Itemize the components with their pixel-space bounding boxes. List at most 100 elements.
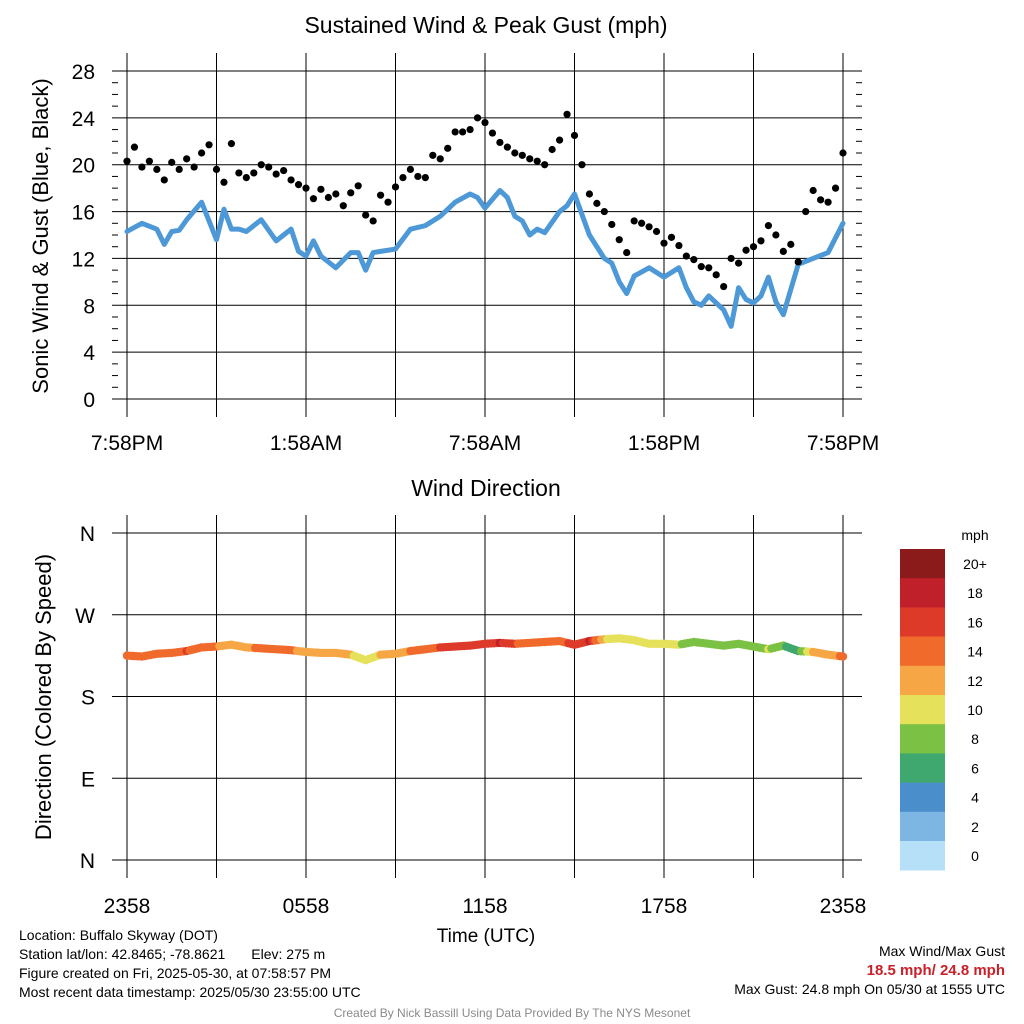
peak-gust-point bbox=[280, 166, 288, 175]
peak-gust-point bbox=[593, 199, 601, 207]
peak-gust-point bbox=[145, 157, 153, 165]
peak-gust-point bbox=[399, 174, 407, 182]
colorbar-label: 4 bbox=[971, 790, 979, 806]
peak-gust-point bbox=[645, 223, 653, 231]
peak-gust-point bbox=[488, 129, 497, 137]
peak-gust-point bbox=[600, 207, 608, 216]
wind-speed-x-tick-label: 7:58PM bbox=[807, 432, 879, 455]
peak-gust-point bbox=[168, 158, 176, 166]
peak-gust-point bbox=[705, 264, 713, 272]
peak-gust-point bbox=[772, 231, 780, 239]
peak-gust-point bbox=[227, 140, 236, 148]
peak-gust-point bbox=[451, 128, 459, 136]
credit-line: Created By Nick Bassill Using Data Provi… bbox=[333, 1006, 691, 1020]
colorbar-swatch bbox=[900, 695, 945, 725]
peak-gust-point bbox=[294, 181, 303, 189]
sustained-wind-line bbox=[124, 187, 846, 329]
colorbar-label: 20+ bbox=[963, 556, 987, 572]
wind-direction-x-tick-label: 2358 bbox=[104, 895, 151, 918]
peak-gust-point bbox=[585, 190, 594, 198]
wind-speed-y-tick-label: 8 bbox=[83, 295, 95, 318]
colorbar-label: 0 bbox=[971, 848, 979, 864]
peak-gust-point bbox=[720, 282, 728, 291]
peak-gust-point bbox=[376, 191, 385, 199]
wind-direction-x-tick-label: 2358 bbox=[820, 895, 867, 918]
peak-gust-point bbox=[436, 155, 444, 163]
peak-gust-point bbox=[324, 193, 332, 202]
peak-gust-point bbox=[220, 178, 228, 186]
colorbar-swatch bbox=[900, 811, 945, 842]
wind-speed-y-label: Sonic Wind & Gust (Blue, Black) bbox=[28, 78, 53, 393]
recent-data-timestamp: Most recent data timestamp: 2025/05/30 2… bbox=[19, 984, 361, 1000]
peak-gust-point bbox=[541, 161, 549, 169]
wind-direction-point bbox=[838, 652, 848, 661]
colorbar-swatch bbox=[900, 841, 945, 871]
wind-speed-y-tick-label: 24 bbox=[72, 108, 96, 131]
peak-gust-point bbox=[802, 207, 810, 216]
station-elevation: Elev: 275 m bbox=[251, 946, 326, 962]
peak-gust-point bbox=[578, 161, 586, 169]
peak-gust-point bbox=[652, 227, 661, 236]
peak-gust-point bbox=[839, 149, 847, 157]
colorbar-label: 12 bbox=[967, 673, 983, 689]
colorbar-label: 16 bbox=[967, 614, 983, 630]
wind-direction-y-tick-label: N bbox=[80, 850, 95, 873]
peak-gust-point bbox=[757, 237, 765, 245]
station-latlon: Station lat/lon: 42.8465; -78.8621 bbox=[19, 946, 226, 962]
colorbar-label: 8 bbox=[971, 731, 979, 747]
wind-speed-y-tick-label: 4 bbox=[83, 342, 95, 365]
peak-gust-point bbox=[265, 163, 273, 171]
wind-direction-y-label: Direction (Colored By Speed) bbox=[31, 554, 56, 840]
peak-gust-point bbox=[250, 169, 258, 177]
colorbar-swatch bbox=[900, 607, 945, 637]
wind-direction-y-tick-label: W bbox=[75, 605, 95, 628]
peak-gust-point bbox=[309, 195, 318, 203]
peak-gust-point bbox=[421, 174, 429, 182]
peak-gust-point bbox=[138, 163, 146, 171]
peak-gust-point bbox=[190, 163, 198, 171]
peak-gust-point bbox=[347, 189, 355, 197]
peak-gust-point bbox=[824, 198, 832, 206]
peak-gust-point bbox=[548, 145, 556, 154]
peak-gust-point bbox=[660, 239, 668, 247]
peak-gust-point bbox=[630, 217, 638, 225]
wind-speed-x-tick-label: 7:58PM bbox=[91, 432, 163, 455]
colorbar-label: 10 bbox=[967, 702, 983, 718]
peak-gust-point bbox=[667, 233, 676, 241]
peak-gust-point bbox=[690, 256, 698, 264]
peak-gust-point bbox=[466, 125, 474, 134]
wind-speed-y-tick-label: 28 bbox=[72, 61, 95, 84]
peak-gust-point bbox=[257, 161, 265, 169]
peak-gust-point bbox=[682, 252, 690, 260]
peak-gust-point bbox=[197, 149, 206, 157]
peak-gust-point bbox=[317, 185, 325, 193]
peak-gust-point bbox=[123, 157, 131, 165]
max-summary-title: Max Wind/Max Gust bbox=[878, 943, 1005, 959]
colorbar-swatch bbox=[900, 578, 945, 608]
peak-gust-point bbox=[242, 174, 250, 182]
wind-direction-title: Wind Direction bbox=[411, 475, 561, 501]
peak-gust-point bbox=[384, 198, 392, 206]
peak-gust-point bbox=[235, 169, 243, 177]
peak-gust-point bbox=[160, 176, 168, 184]
colorbar-swatch bbox=[900, 724, 945, 754]
peak-gust-point bbox=[697, 263, 705, 271]
station-info: Location: Buffalo Skyway (DOT) Station l… bbox=[19, 926, 361, 1002]
peak-gust-point bbox=[272, 170, 280, 178]
peak-gust-point bbox=[727, 254, 735, 263]
peak-gust-point bbox=[369, 217, 377, 225]
peak-gust-point bbox=[459, 128, 467, 136]
peak-gust-point bbox=[787, 240, 795, 248]
peak-gust-point bbox=[526, 155, 534, 163]
colorbar-unit-label: mph bbox=[961, 527, 988, 543]
wind-speed-x-tick-label: 1:58PM bbox=[628, 432, 700, 455]
wind-direction-y-tick-label: N bbox=[80, 523, 95, 546]
peak-gust-point bbox=[391, 183, 400, 191]
peak-gust-point bbox=[779, 247, 787, 255]
peak-gust-point bbox=[555, 136, 564, 144]
wind-speed-title: Sustained Wind & Peak Gust (mph) bbox=[304, 12, 667, 38]
peak-gust-point bbox=[749, 243, 758, 251]
peak-gust-point bbox=[183, 155, 191, 163]
peak-gust-point bbox=[511, 149, 519, 157]
